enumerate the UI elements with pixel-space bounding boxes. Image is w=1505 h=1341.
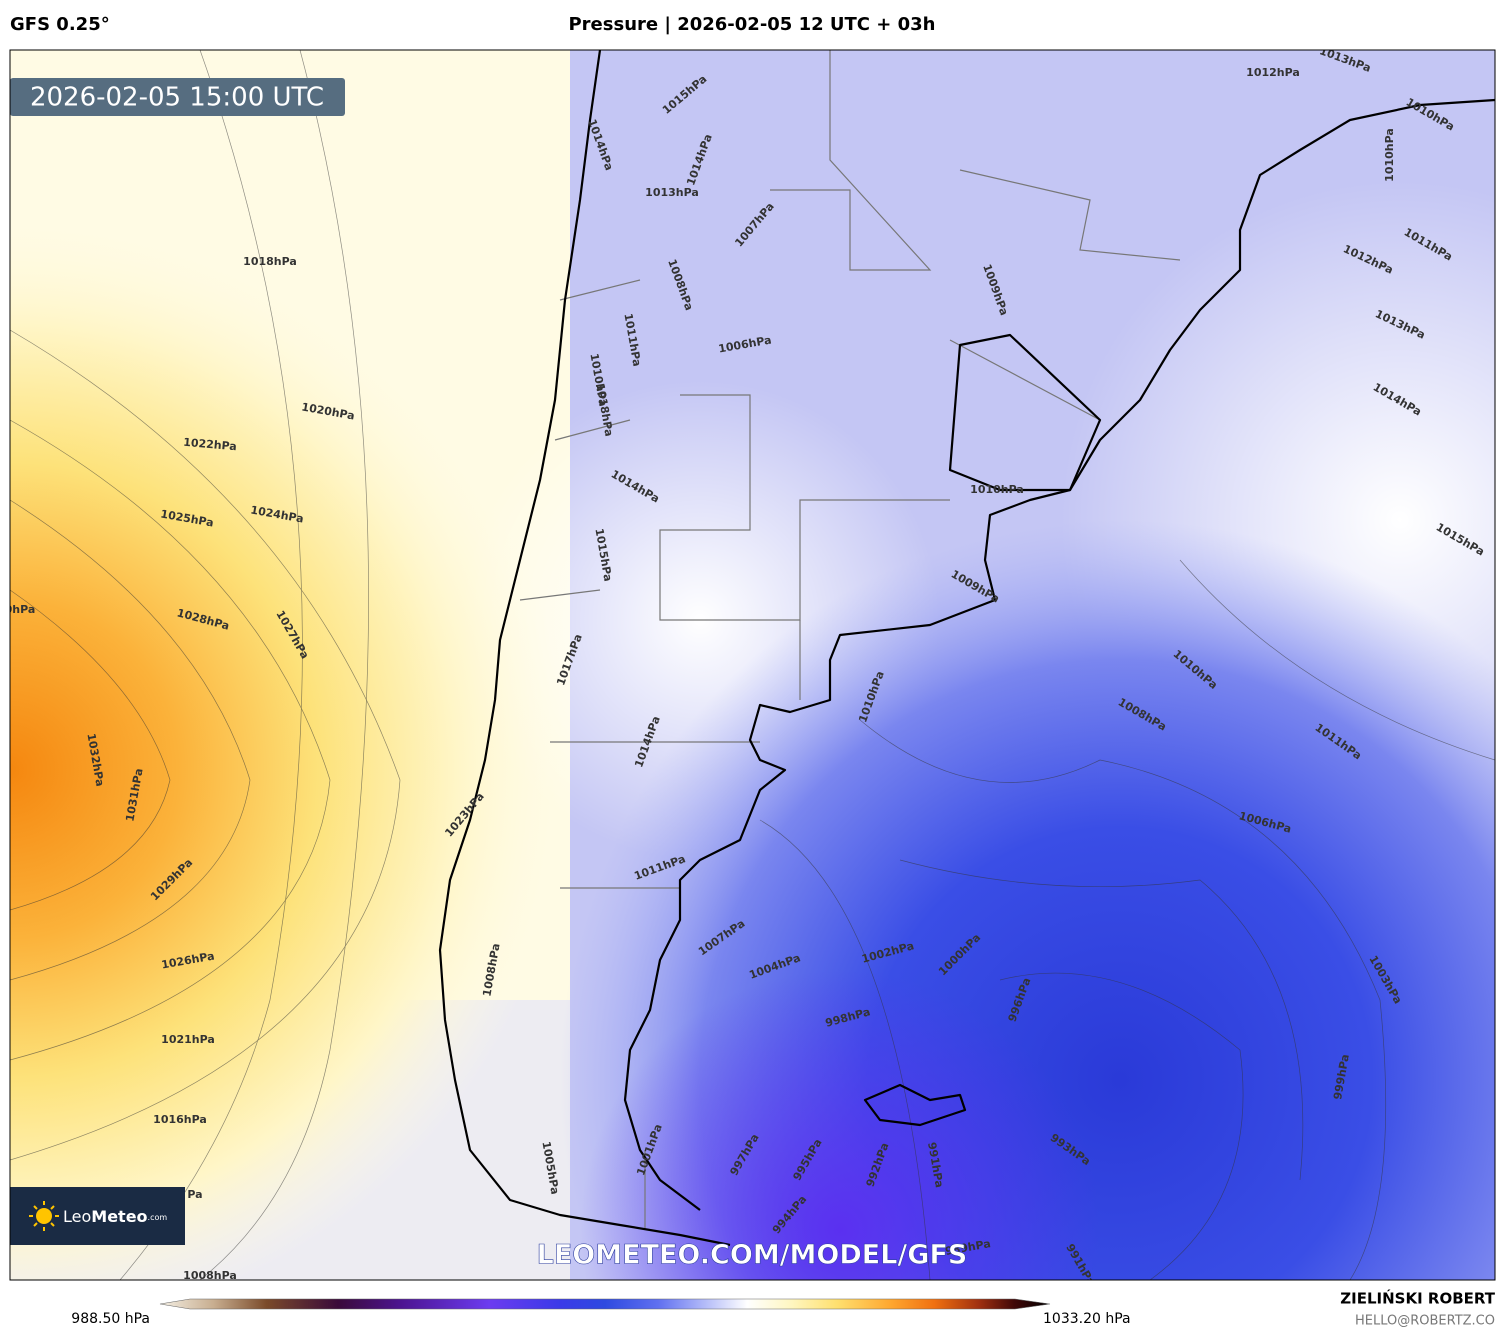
isobar-label: 1012hPa	[1246, 66, 1300, 79]
isobars	[10, 50, 1495, 1280]
colorbar-max: 1033.20 hPa	[1043, 1311, 1131, 1327]
colorbar-ramp	[159, 1298, 1051, 1310]
logo-text: LeoMeteo.com	[63, 1207, 167, 1226]
logo-sun	[29, 1201, 59, 1231]
isobar-label: 1013hPa	[645, 186, 699, 199]
borders	[519, 50, 1181, 1230]
coastline	[438, 50, 1495, 1247]
logo-suffix: .com	[148, 1213, 168, 1222]
chart-title: Pressure | 2026-02-05 12 UTC + 03h	[568, 14, 935, 35]
valid-time-box	[10, 78, 345, 116]
logo-light: Leo	[63, 1207, 91, 1226]
colorbar-min: 988.50 hPa	[71, 1311, 150, 1327]
contact: HELLO@ROBERTZ.CO	[1355, 1314, 1495, 1329]
map-frame	[9, 49, 1496, 1281]
map: 2026-02-05 15:00 UTC 1013hPa 1012hPa 1010h…	[5, 50, 1495, 1282]
valid-time: 2026-02-05 15:00 UTC	[30, 83, 324, 113]
isobar-label: 1010hPa	[970, 483, 1024, 496]
low-core	[10, 50, 1495, 1280]
author: ZIELIŃSKI ROBERT	[1340, 1289, 1495, 1308]
isobar-label: 1022hPa	[183, 436, 238, 454]
isobar-label: 1016hPa	[153, 1113, 207, 1126]
model-label: GFS 0.25°	[10, 14, 110, 35]
isobar-label: 1008hPa	[183, 1269, 237, 1282]
isobar-label: 1010hPa	[1383, 128, 1396, 182]
logo-bold: Meteo	[91, 1207, 147, 1226]
isobar-label: 0hPa	[5, 603, 36, 616]
watermark: LEOMETEO.COM/MODEL/GFS	[537, 1240, 968, 1271]
isobar-label: 1021hPa	[161, 1033, 215, 1046]
isobar-label: 1018hPa	[243, 255, 297, 268]
isobar-label: Pa	[187, 1188, 202, 1201]
colorbar	[159, 1298, 1051, 1310]
